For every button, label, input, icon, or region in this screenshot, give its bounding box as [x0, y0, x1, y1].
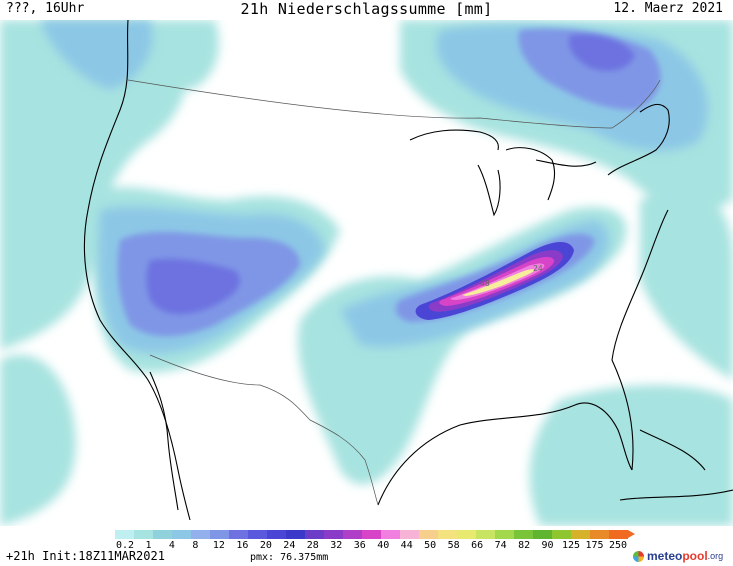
color-scale-legend — [115, 530, 628, 539]
legend-tick-label: 74 — [494, 540, 507, 551]
legend-swatch — [609, 530, 628, 539]
legend-swatch — [381, 530, 400, 539]
legend-swatch — [343, 530, 362, 539]
legend-tick-label: 125 — [562, 540, 581, 551]
legend-swatch — [514, 530, 533, 539]
legend-tick-label: 50 — [424, 540, 437, 551]
legend-swatch — [533, 530, 552, 539]
logo-tld: .org — [707, 551, 724, 561]
logo-text-a: meteo — [647, 549, 683, 563]
legend-tick-label: 40 — [377, 540, 390, 551]
legend-tick-labels: 0.2 1 4 8 12 16 20 24 28 32 36 40 44 50 58 66 74 82 90 125 1… — [115, 540, 628, 552]
legend-tick-label: 1 — [145, 540, 152, 551]
legend-swatch — [153, 530, 172, 539]
map-title: 21h Niederschlagssumme [mm] — [240, 0, 493, 18]
legend-swatch — [305, 530, 324, 539]
legend-swatch — [324, 530, 343, 539]
legend-swatch — [134, 530, 153, 539]
legend-tick-label: 58 — [447, 540, 460, 551]
legend-swatch — [400, 530, 419, 539]
legend-tick-label: 28 — [306, 540, 319, 551]
legend-tick-label: 16 — [236, 540, 249, 551]
legend-swatch — [438, 530, 457, 539]
legend-swatch — [229, 530, 248, 539]
precipitation-map: 48 24 — [0, 20, 733, 526]
init-time-label: +21h Init:18Z11MAR2021 — [6, 549, 165, 563]
precip-maximum-band — [415, 241, 574, 320]
legend-swatch — [571, 530, 590, 539]
legend-tick-label: 250 — [608, 540, 628, 551]
legend-swatch — [457, 530, 476, 539]
legend-tick-label: 20 — [259, 540, 272, 551]
legend-swatch — [362, 530, 381, 539]
legend-tick-label: 82 — [518, 540, 531, 551]
legend-tick-label: 4 — [168, 540, 175, 551]
legend-tick-label: 24 — [283, 540, 296, 551]
legend-swatch — [590, 530, 609, 539]
logo-text-b: pool — [682, 549, 708, 563]
legend-tick-label: 36 — [353, 540, 366, 551]
legend-tick-label: 44 — [400, 540, 413, 551]
forecast-date: 12. Maerz 2021 — [613, 1, 723, 16]
legend-arrow-icon — [628, 530, 635, 538]
meteopool-logo[interactable]: meteo pool .org — [633, 547, 723, 565]
legend-swatch — [115, 530, 134, 539]
coastlines — [83, 20, 733, 521]
legend-tick-label: 8 — [192, 540, 199, 551]
legend-tick-label: 32 — [330, 540, 343, 551]
legend-swatch — [191, 530, 210, 539]
legend-swatch — [248, 530, 267, 539]
legend-tick-label: 90 — [541, 540, 554, 551]
map-max-label: 24 — [533, 264, 543, 273]
forecast-valid-label: ???, 16Uhr — [6, 1, 85, 16]
pmx-value: pmx: 76.375mm — [250, 552, 329, 563]
legend-swatch — [286, 530, 305, 539]
legend-swatch — [419, 530, 438, 539]
legend-tick-label: 0.2 — [115, 540, 135, 551]
legend-swatch — [172, 530, 191, 539]
legend-swatch — [210, 530, 229, 539]
legend-tick-label: 12 — [212, 540, 225, 551]
legend-swatch — [495, 530, 514, 539]
map-max-label: 48 — [480, 279, 490, 288]
logo-icon — [633, 550, 644, 562]
legend-tick-label: 175 — [585, 540, 604, 551]
legend-swatch — [476, 530, 495, 539]
legend-swatch — [552, 530, 571, 539]
borders — [127, 79, 661, 506]
legend-tick-label: 66 — [471, 540, 484, 551]
legend-swatch — [267, 530, 286, 539]
